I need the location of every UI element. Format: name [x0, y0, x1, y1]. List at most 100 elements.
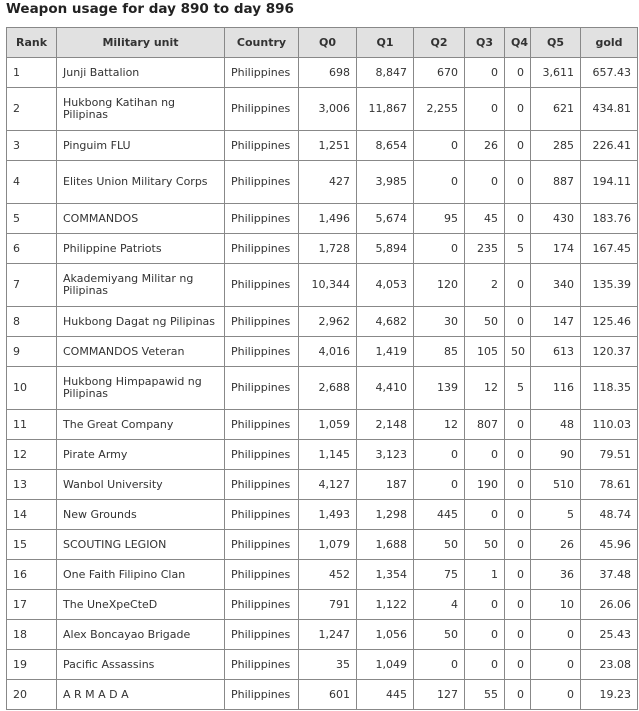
cell-q5: 147	[530, 306, 581, 337]
cell-military-unit[interactable]: Alex Boncayao Brigade	[56, 619, 225, 650]
cell-q2: 139	[413, 366, 465, 410]
cell-rank: 19	[6, 649, 57, 680]
cell-rank: 4	[6, 160, 57, 204]
cell-country: Philippines	[224, 336, 299, 367]
col-header-q1: Q1	[356, 27, 414, 58]
cell-q0: 4,016	[298, 336, 357, 367]
cell-military-unit[interactable]: New Grounds	[56, 499, 225, 530]
cell-q4: 5	[504, 366, 531, 410]
cell-q2: 445	[413, 499, 465, 530]
cell-military-unit[interactable]: The UneXpeCteD	[56, 589, 225, 620]
cell-q2: 0	[413, 233, 465, 264]
cell-rank: 2	[6, 87, 57, 131]
cell-q1: 2,148	[356, 409, 414, 440]
cell-military-unit[interactable]: Junji Battalion	[56, 57, 225, 88]
cell-q2: 4	[413, 589, 465, 620]
cell-q1: 1,122	[356, 589, 414, 620]
cell-q4: 0	[504, 160, 531, 204]
cell-q0: 452	[298, 559, 357, 590]
cell-military-unit[interactable]: Elites Union Military Corps	[56, 160, 225, 204]
cell-q4: 0	[504, 203, 531, 234]
table-row: 16 One Faith Filipino Clan Philippines 452 1…	[6, 559, 638, 590]
cell-military-unit[interactable]: Akademiyang Militar ng Pilipinas	[56, 263, 225, 307]
cell-q4: 0	[504, 499, 531, 530]
cell-q3: 190	[464, 469, 505, 500]
cell-gold: 25.43	[580, 619, 638, 650]
cell-q3: 0	[464, 57, 505, 88]
cell-q2: 0	[413, 649, 465, 680]
cell-gold: 110.03	[580, 409, 638, 440]
cell-military-unit[interactable]: Hukbong Katihan ng Pilipinas	[56, 87, 225, 131]
cell-q4: 0	[504, 619, 531, 650]
cell-gold: 183.76	[580, 203, 638, 234]
cell-military-unit[interactable]: SCOUTING LEGION	[56, 529, 225, 560]
cell-gold: 37.48	[580, 559, 638, 590]
cell-q1: 4,682	[356, 306, 414, 337]
cell-q3: 0	[464, 87, 505, 131]
cell-military-unit[interactable]: Pirate Army	[56, 439, 225, 470]
table-row: 20 A R M A D A Philippines 601 445 127 55 0 0 19.…	[6, 679, 638, 710]
cell-q0: 35	[298, 649, 357, 680]
cell-country: Philippines	[224, 679, 299, 710]
cell-q1: 5,894	[356, 233, 414, 264]
cell-q2: 50	[413, 619, 465, 650]
col-header-q5: Q5	[530, 27, 581, 58]
table-row: 11 The Great Company Philippines 1,059 2,148…	[6, 409, 638, 440]
col-header-q4: Q4	[504, 27, 531, 58]
cell-military-unit[interactable]: Pinguim FLU	[56, 130, 225, 161]
col-header-rank: Rank	[6, 27, 57, 58]
cell-q3: 2	[464, 263, 505, 307]
cell-military-unit[interactable]: A R M A D A	[56, 679, 225, 710]
cell-q1: 445	[356, 679, 414, 710]
cell-country: Philippines	[224, 130, 299, 161]
table-row: 5 COMMANDOS Philippines 1,496 5,674 95 45 0 430 1…	[6, 203, 638, 234]
cell-rank: 6	[6, 233, 57, 264]
cell-military-unit[interactable]: Philippine Patriots	[56, 233, 225, 264]
cell-q0: 1,079	[298, 529, 357, 560]
cell-q2: 0	[413, 160, 465, 204]
table-row: 1 Junji Battalion Philippines 698 8,847 670 0 0…	[6, 57, 638, 88]
cell-gold: 125.46	[580, 306, 638, 337]
cell-rank: 18	[6, 619, 57, 650]
cell-gold: 48.74	[580, 499, 638, 530]
cell-q0: 2,688	[298, 366, 357, 410]
cell-military-unit[interactable]: Wanbol University	[56, 469, 225, 500]
cell-country: Philippines	[224, 160, 299, 204]
weapon-usage-table: Rank Military unit Country Q0 Q1 Q2 Q3 Q…	[6, 27, 638, 710]
cell-rank: 17	[6, 589, 57, 620]
cell-q4: 0	[504, 469, 531, 500]
cell-q0: 3,006	[298, 87, 357, 131]
cell-q5: 621	[530, 87, 581, 131]
cell-gold: 78.61	[580, 469, 638, 500]
cell-q5: 10	[530, 589, 581, 620]
cell-q3: 105	[464, 336, 505, 367]
cell-military-unit[interactable]: Hukbong Dagat ng Pilipinas	[56, 306, 225, 337]
cell-military-unit[interactable]: The Great Company	[56, 409, 225, 440]
cell-q0: 1,247	[298, 619, 357, 650]
cell-q0: 4,127	[298, 469, 357, 500]
cell-country: Philippines	[224, 589, 299, 620]
cell-gold: 194.11	[580, 160, 638, 204]
table-row: 8 Hukbong Dagat ng Pilipinas Philippines 2,…	[6, 306, 638, 337]
cell-q3: 50	[464, 306, 505, 337]
cell-country: Philippines	[224, 619, 299, 650]
cell-q5: 90	[530, 439, 581, 470]
cell-q5: 0	[530, 679, 581, 710]
table-body: 1 Junji Battalion Philippines 698 8,847 670 0 0…	[6, 57, 638, 710]
cell-q5: 3,611	[530, 57, 581, 88]
cell-military-unit[interactable]: One Faith Filipino Clan	[56, 559, 225, 590]
cell-q2: 2,255	[413, 87, 465, 131]
cell-military-unit[interactable]: Hukbong Himpapawid ng Pilipinas	[56, 366, 225, 410]
cell-q3: 807	[464, 409, 505, 440]
cell-military-unit[interactable]: COMMANDOS	[56, 203, 225, 234]
table-row: 19 Pacific Assassins Philippines 35 1,049 0 0 0…	[6, 649, 638, 680]
table-row: 18 Alex Boncayao Brigade Philippines 1,247 1…	[6, 619, 638, 650]
cell-q1: 1,056	[356, 619, 414, 650]
cell-q0: 1,251	[298, 130, 357, 161]
cell-q2: 0	[413, 469, 465, 500]
cell-gold: 45.96	[580, 529, 638, 560]
cell-military-unit[interactable]: Pacific Assassins	[56, 649, 225, 680]
cell-military-unit[interactable]: COMMANDOS Veteran	[56, 336, 225, 367]
cell-gold: 657.43	[580, 57, 638, 88]
cell-q1: 3,985	[356, 160, 414, 204]
